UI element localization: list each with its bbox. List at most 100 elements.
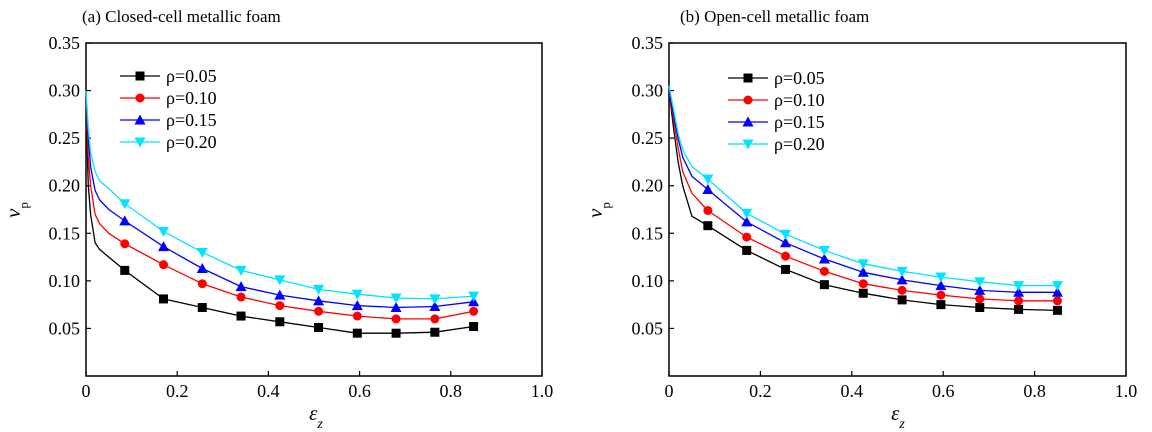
y-tick-label: 0.35 [49, 33, 81, 53]
legend-label: ρ=0.20 [774, 134, 825, 154]
series-line [85, 100, 474, 320]
series-line [85, 95, 474, 309]
series-line [668, 90, 1058, 312]
data-point [858, 288, 868, 298]
data-point [351, 289, 363, 300]
legend-entry: ρ=0.05 [728, 68, 825, 88]
x-axis-label: εz [309, 401, 323, 432]
data-point [391, 314, 401, 324]
x-tick-label: 0.4 [257, 381, 280, 401]
x-tick-label: 0.4 [841, 381, 864, 401]
data-point [896, 274, 908, 285]
legend-entry: ρ=0.10 [728, 90, 825, 110]
y-tick-label: 0.25 [632, 128, 664, 148]
data-point [818, 245, 830, 256]
data-point [781, 251, 791, 261]
series-2 [85, 95, 480, 312]
chart-panel-0: (a) Closed-cell metallic foam 0.05 0.10 0.1… [1, 7, 553, 432]
data-point [274, 289, 286, 300]
data-point [391, 328, 401, 338]
data-point [703, 205, 713, 215]
data-point [974, 284, 986, 295]
y-tick-label: 0.05 [632, 318, 664, 338]
legend-label: ρ=0.10 [166, 88, 217, 108]
data-point [780, 229, 792, 240]
data-point [1013, 281, 1025, 292]
data-point [743, 73, 753, 83]
data-point [819, 280, 829, 290]
data-point [741, 208, 753, 219]
data-point [781, 264, 791, 274]
data-point [351, 300, 363, 311]
data-point [1014, 304, 1024, 314]
data-point [896, 266, 908, 277]
data-point [469, 322, 479, 332]
data-point [935, 272, 947, 283]
y-tick-label: 0.20 [632, 176, 664, 196]
data-point [158, 241, 170, 252]
legend-label: ρ=0.15 [774, 112, 825, 132]
chart-title: (b) Open-cell metallic foam [680, 7, 869, 26]
x-tick-label: 0.2 [166, 381, 189, 401]
data-point [743, 95, 753, 105]
data-point [159, 260, 169, 270]
data-point [430, 314, 440, 324]
data-point [120, 265, 130, 275]
data-point [429, 301, 441, 312]
data-point [120, 239, 130, 249]
y-tick-label: 0.10 [49, 271, 81, 291]
y-tick-label: 0.35 [632, 33, 664, 53]
data-point [1014, 296, 1024, 306]
data-point [741, 216, 753, 227]
data-point [135, 71, 145, 81]
legend-entry: ρ=0.15 [120, 110, 217, 130]
x-axis-label: εz [891, 401, 905, 432]
legend-entry: ρ=0.05 [120, 66, 217, 86]
data-point [275, 317, 285, 327]
y-tick-label: 0.30 [49, 81, 81, 101]
data-point [1051, 286, 1063, 297]
data-point [390, 301, 402, 312]
data-point [274, 275, 286, 286]
data-point [352, 328, 362, 338]
legend-label: ρ=0.15 [166, 110, 217, 130]
data-point [158, 226, 170, 237]
x-tick-label: 0 [82, 381, 91, 401]
data-point [197, 302, 207, 312]
series-3 [85, 90, 480, 305]
data-point [742, 232, 752, 242]
x-tick-label: 0.6 [348, 381, 371, 401]
data-point [1052, 305, 1062, 315]
series-line [85, 109, 474, 334]
data-point [897, 285, 907, 295]
data-point [429, 294, 441, 305]
data-point [858, 279, 868, 289]
data-point [390, 293, 402, 304]
series-1 [668, 90, 1062, 306]
chart-title: (a) Closed-cell metallic foam [82, 7, 281, 26]
data-point [897, 295, 907, 305]
data-point [742, 139, 754, 150]
data-point [975, 302, 985, 312]
data-point [975, 294, 985, 304]
data-point [742, 116, 754, 127]
data-point [468, 291, 480, 302]
legend-label: ρ=0.05 [774, 68, 825, 88]
y-tick-label: 0.20 [49, 176, 81, 196]
data-point [313, 295, 325, 306]
data-point [313, 284, 325, 295]
data-point [430, 327, 440, 337]
data-point [857, 266, 869, 277]
series-2 [668, 88, 1063, 297]
y-tick-label: 0.05 [49, 318, 81, 338]
data-point [235, 265, 247, 276]
series-1 [85, 100, 479, 324]
data-point [196, 262, 208, 273]
x-tick-label: 1.0 [1115, 381, 1138, 401]
x-tick-label: 1.0 [531, 381, 554, 401]
data-point [742, 245, 752, 255]
x-tick-label: 0 [665, 381, 674, 401]
data-point [1051, 281, 1063, 292]
data-point [703, 221, 713, 231]
